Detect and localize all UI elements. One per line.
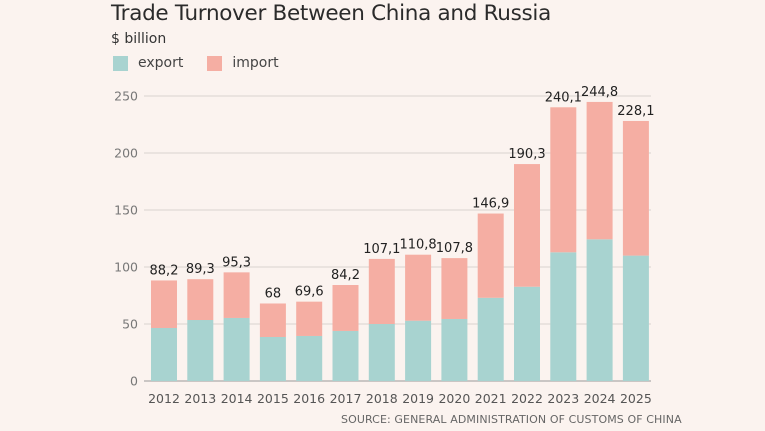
bar-import-2025 (622, 120, 649, 256)
bar-import-2016 (296, 301, 323, 336)
bar-export-2015 (259, 336, 286, 381)
x-tick-label: 2019 (402, 391, 434, 406)
bar-export-2022 (514, 286, 540, 381)
bar-import-2023 (550, 107, 577, 253)
chart-subtitle: $ billion (111, 31, 167, 47)
bar-import-2013 (187, 279, 214, 321)
y-tick-label: 200 (114, 146, 138, 161)
y-tick-label: 150 (114, 203, 138, 218)
x-tick-label: 2016 (293, 391, 325, 406)
bar-export-2016 (296, 335, 323, 381)
y-tick-label: 250 (114, 89, 138, 104)
bar-import-2018 (368, 258, 395, 324)
bar-export-2014 (223, 317, 250, 381)
bar-import-2022 (514, 164, 540, 287)
data-label-total: 107,8 (436, 241, 473, 256)
bar-import-2021 (477, 213, 504, 298)
bar-export-2024 (586, 239, 613, 381)
data-label-total: 84,2 (331, 268, 360, 283)
data-label-total: 88,2 (150, 263, 179, 278)
bar-import-2015 (259, 303, 286, 337)
data-label-total: 69,6 (295, 285, 324, 300)
legend-item-import: import (207, 55, 279, 71)
data-label-total: 68 (265, 286, 282, 301)
x-tick-label: 2015 (257, 391, 289, 406)
bar-import-2020 (441, 258, 468, 319)
x-tick-label: 2017 (330, 391, 362, 406)
data-label-total: 146,9 (472, 197, 509, 212)
data-label-total: 240,1 (545, 90, 582, 105)
data-label-total: 107,1 (363, 242, 400, 257)
bar-import-2024 (586, 101, 613, 240)
bar-import-2019 (405, 254, 432, 321)
legend-swatch-import (207, 55, 223, 71)
bar-import-2012 (151, 280, 177, 328)
legend-swatch-export (113, 55, 128, 71)
bar-export-2025 (622, 255, 649, 381)
data-label-total: 89,3 (186, 262, 215, 277)
data-label-total: 110,8 (399, 238, 436, 253)
x-tick-label: 2018 (366, 391, 398, 406)
data-label-total: 244,8 (581, 85, 618, 100)
bar-export-2020 (441, 318, 468, 381)
x-tick-label: 2025 (620, 391, 652, 406)
bar-export-2021 (477, 297, 504, 381)
bar-export-2019 (405, 320, 432, 381)
legend-label-import: import (232, 55, 279, 71)
legend-item-export: export (113, 55, 183, 71)
bar-import-2017 (332, 285, 359, 331)
x-tick-label: 2012 (148, 391, 180, 406)
x-tick-label: 2021 (475, 391, 507, 406)
bar-export-2012 (151, 327, 177, 381)
y-tick-label: 50 (122, 317, 138, 332)
data-label-total: 95,3 (222, 255, 251, 270)
x-tick-label: 2023 (547, 391, 579, 406)
bar-export-2018 (368, 324, 395, 381)
bar-export-2017 (332, 330, 359, 381)
legend-label-export: export (138, 55, 184, 71)
bar-export-2013 (187, 320, 214, 381)
chart-title: Trade Turnover Between China and Russia (111, 1, 551, 26)
bar-import-2014 (223, 272, 250, 318)
x-tick-label: 2020 (438, 391, 470, 406)
y-tick-label: 0 (130, 374, 138, 389)
source-note: SOURCE: GENERAL ADMINISTRATION OF CUSTOM… (341, 413, 682, 426)
bar-export-2023 (550, 252, 577, 381)
y-tick-label: 100 (114, 260, 138, 275)
x-tick-label: 2022 (511, 391, 543, 406)
data-label-total: 190,3 (508, 147, 545, 162)
legend: export import (113, 55, 303, 71)
data-label-total: 228,1 (617, 104, 654, 119)
x-tick-label: 2013 (184, 391, 216, 406)
x-tick-label: 2014 (221, 391, 253, 406)
x-tick-label: 2024 (584, 391, 616, 406)
